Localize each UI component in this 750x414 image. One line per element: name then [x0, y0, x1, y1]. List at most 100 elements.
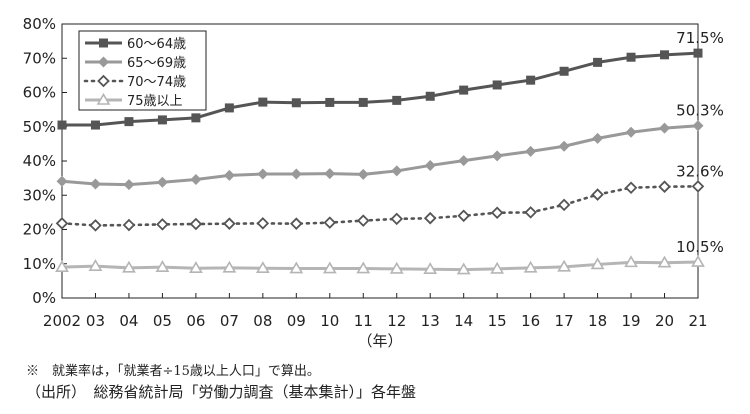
- series-3: [55, 180, 705, 232]
- x-tick-label: 08: [253, 312, 272, 330]
- legend-marker: [97, 74, 110, 88]
- data-point: [592, 132, 604, 144]
- data-point: [122, 260, 136, 273]
- x-tick-label: 21: [688, 312, 707, 330]
- data-point: [156, 218, 169, 231]
- legend-label: 75歳以上: [127, 94, 183, 109]
- data-point: [223, 217, 236, 230]
- series-2: [56, 120, 704, 191]
- legend-label: 60～64歳: [127, 37, 186, 52]
- data-point: [456, 262, 471, 275]
- data-point: [325, 97, 335, 107]
- data-point: [660, 50, 670, 60]
- y-tick-label: 70%: [23, 49, 56, 67]
- data-point: [693, 48, 703, 58]
- data-point: [191, 113, 201, 123]
- data-point: [459, 85, 469, 95]
- data-point: [324, 168, 336, 180]
- data-point: [56, 175, 68, 187]
- data-point: [624, 181, 638, 194]
- end-value-label: 10.5%: [676, 238, 724, 256]
- y-tick-label: 30%: [23, 186, 56, 204]
- series-line: [62, 51, 699, 127]
- legend-label: 70～74歳: [127, 75, 186, 90]
- x-tick-label: 05: [153, 312, 172, 330]
- data-point: [157, 115, 167, 125]
- data-point: [124, 117, 134, 127]
- data-point: [558, 140, 570, 152]
- y-tick-label: 80%: [23, 15, 56, 33]
- x-tick-label: 2002: [43, 312, 81, 330]
- data-point: [691, 254, 705, 267]
- data-point: [659, 122, 671, 134]
- chart-note: ※ 就業率は，「就業者÷15歳以上人口」で算出。: [26, 364, 320, 379]
- data-point: [692, 120, 704, 132]
- y-tick-label: 10%: [23, 255, 56, 273]
- legend-label: 65～69歳: [127, 56, 186, 71]
- axes: 0% 10% 20% 30% 40% 50% 60% 70% 80% 2002 03 04 05 06 07…: [23, 15, 708, 350]
- data-point: [526, 75, 536, 85]
- data-point: [457, 209, 470, 223]
- data-point: [625, 126, 637, 138]
- data-point: [525, 145, 537, 157]
- data-point: [155, 260, 170, 272]
- data-point: [557, 198, 571, 212]
- data-point: [289, 261, 304, 274]
- data-point: [357, 168, 369, 180]
- data-point: [290, 168, 302, 180]
- data-point: [557, 259, 571, 272]
- data-point: [223, 169, 235, 181]
- data-point: [691, 180, 705, 193]
- legend-marker: [99, 38, 108, 48]
- x-tick-label: 14: [454, 312, 473, 330]
- x-tick-label: 20: [655, 312, 674, 330]
- data-point: [189, 217, 203, 231]
- data-point: [593, 57, 603, 67]
- data-point: [122, 218, 136, 232]
- data-point: [458, 155, 470, 167]
- x-tick-label: 03: [86, 312, 105, 330]
- data-point: [425, 91, 435, 101]
- x-tick-label: 15: [488, 312, 507, 330]
- x-tick-label: 18: [588, 312, 607, 330]
- x-tick-label: 16: [521, 312, 540, 330]
- x-tick-label: 09: [287, 312, 306, 330]
- data-point: [89, 219, 102, 232]
- data-point: [657, 255, 672, 268]
- data-point: [389, 261, 404, 274]
- data-point: [490, 261, 505, 274]
- data-point: [55, 217, 69, 230]
- series-1: [57, 48, 703, 130]
- x-tick-label: 17: [555, 312, 574, 330]
- series-line: [61, 124, 699, 187]
- line-chart: 0% 10% 20% 30% 40% 50% 60% 70% 80% 2002 03 04 05 06 07…: [23, 15, 724, 350]
- data-point: [89, 178, 101, 190]
- data-point: [624, 255, 638, 268]
- x-tick-label: 07: [220, 312, 239, 330]
- x-tick-label: 12: [387, 312, 406, 330]
- data-point: [224, 103, 234, 113]
- data-point: [423, 211, 437, 225]
- data-point: [255, 261, 270, 274]
- data-point: [658, 180, 671, 193]
- data-point: [424, 159, 436, 171]
- data-point: [123, 179, 135, 191]
- data-point: [523, 260, 538, 273]
- end-value-label: 71.5%: [676, 29, 724, 47]
- chart-source: （出所） 総務省統計局「労働力調査（基本集計）」各年盤: [26, 383, 417, 401]
- x-tick-label: 06: [186, 312, 205, 330]
- data-point: [156, 176, 168, 188]
- series-line: [61, 260, 699, 272]
- data-point: [222, 260, 237, 273]
- data-point: [322, 261, 337, 274]
- data-point: [392, 95, 402, 105]
- x-tick-label: 04: [119, 312, 138, 330]
- data-point: [57, 120, 67, 130]
- data-point: [257, 168, 269, 180]
- data-point: [559, 66, 569, 76]
- y-tick-label: 0%: [32, 289, 56, 307]
- y-tick-label: 50%: [23, 118, 56, 136]
- y-tick-label: 20%: [23, 221, 56, 239]
- data-point: [356, 261, 371, 274]
- end-value-label: 32.6%: [676, 162, 724, 180]
